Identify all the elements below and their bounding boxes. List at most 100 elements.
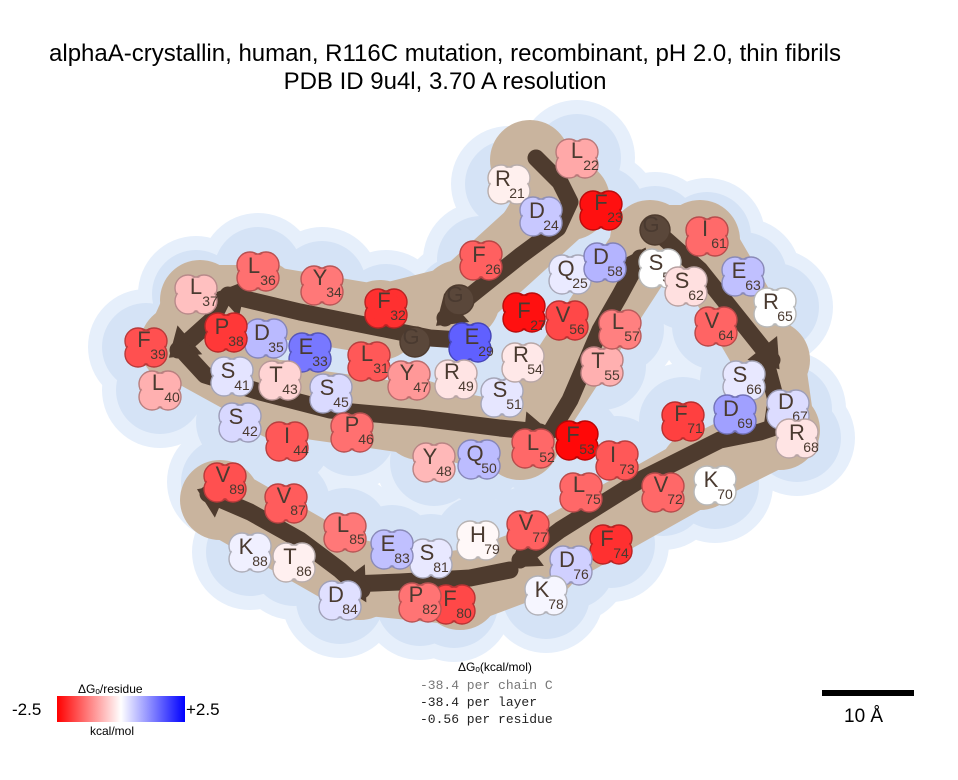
- residue-number: 49: [458, 378, 474, 394]
- residue-number: 69: [737, 415, 753, 431]
- residue-L52: L52: [511, 428, 555, 469]
- residue-number: 78: [548, 596, 564, 612]
- residue-letter: L: [612, 309, 624, 334]
- residue-letter: D: [529, 198, 545, 223]
- residue-L57: L57: [598, 309, 642, 350]
- scale-bar-label: 10 Å: [844, 706, 884, 727]
- residue-letter: L: [152, 370, 164, 395]
- residue-F53: F53: [555, 420, 599, 461]
- residue-letter: V: [654, 472, 669, 497]
- residue-number: 34: [326, 284, 342, 300]
- residue-D69: D69: [713, 394, 757, 435]
- residue-letter: T: [591, 348, 604, 373]
- residue-number: 88: [252, 553, 268, 569]
- residue-S45: S45: [309, 373, 353, 414]
- residue-letter: F: [594, 190, 607, 215]
- residue-Y47: Y47: [387, 360, 431, 401]
- residue-number: 81: [433, 559, 449, 575]
- residue-number: 61: [711, 235, 727, 251]
- residue-D58: D58: [583, 242, 627, 283]
- residue-V56: V56: [545, 300, 589, 341]
- residue-letter: L: [571, 138, 583, 163]
- residue-letter: E: [381, 531, 396, 556]
- residue-F23: F23: [579, 190, 623, 231]
- residue-letter: S: [493, 377, 508, 402]
- residue-letter: K: [704, 467, 719, 492]
- residue-letter: V: [277, 483, 292, 508]
- residue-R49: R49: [434, 359, 478, 400]
- residue-letter: I: [284, 423, 290, 448]
- residue-number: 73: [619, 461, 635, 477]
- energy-per-layer: -38.4 per layer: [420, 695, 538, 710]
- residue-letter: D: [254, 320, 270, 345]
- legend-min-label: -2.5: [12, 700, 42, 719]
- residue-number: 36: [260, 272, 276, 288]
- residue-letter: F: [377, 288, 390, 313]
- residue-K70: K70: [693, 465, 737, 506]
- residue-number: 76: [573, 566, 589, 582]
- residue-number: 44: [293, 442, 309, 458]
- backbone-strand-2: [216, 280, 469, 349]
- residue-L40: L40: [138, 370, 182, 411]
- residue-letter: Y: [423, 444, 438, 469]
- residue-letter: P: [409, 582, 424, 607]
- residue-number: 53: [579, 441, 595, 457]
- color-legend: ΔGₒ/residue -2.5 +2.5 kcal/mol: [0, 680, 240, 740]
- residue-G28: G: [443, 282, 475, 316]
- residue-V77: V77: [506, 510, 550, 551]
- title-line-2: PDB ID 9u4l, 3.70 A resolution: [283, 68, 607, 95]
- residue-F71: F71: [661, 401, 705, 442]
- residue-letter: L: [190, 274, 202, 299]
- residue-number: 43: [282, 381, 298, 397]
- residue-letter: R: [789, 420, 805, 445]
- residue-number: 24: [543, 217, 559, 233]
- residue-layer: R21L22F23D24Q25F26F27GE29GL31F32E33Y34D3…: [124, 138, 819, 625]
- residue-letter: V: [556, 302, 571, 327]
- residue-G30: G: [399, 324, 431, 358]
- residue-letter: F: [600, 526, 613, 551]
- residue-letter: S: [320, 375, 335, 400]
- residue-L31: L31: [347, 341, 391, 382]
- legend-unit: kcal/mol: [90, 724, 135, 738]
- residue-number: 27: [530, 317, 546, 333]
- residue-F39: F39: [124, 327, 168, 368]
- residue-letter: F: [443, 586, 456, 611]
- residue-letter: P: [215, 314, 230, 339]
- residue-F27: F27: [502, 292, 546, 333]
- residue-letter: V: [705, 308, 720, 333]
- residue-L85: L85: [323, 512, 367, 553]
- residue-number: 29: [478, 343, 494, 359]
- residue-letter: K: [535, 577, 550, 602]
- residue-letter: E: [299, 334, 314, 359]
- residue-number: 46: [358, 431, 374, 447]
- residue-letter: E: [465, 324, 480, 349]
- residue-number: 85: [349, 531, 365, 547]
- residue-number: 22: [583, 157, 599, 173]
- residue-number: 65: [777, 308, 793, 324]
- residue-S66: S66: [722, 360, 766, 401]
- residue-number: 25: [572, 275, 588, 291]
- residue-letter: S: [649, 250, 664, 275]
- residue-P82: P82: [398, 582, 442, 623]
- residue-E63: E63: [721, 256, 765, 297]
- residue-number: 64: [718, 327, 734, 343]
- residue-number: 51: [506, 396, 522, 412]
- residue-letter: S: [221, 358, 236, 383]
- energy-heading: ΔGₒ(kcal/mol): [458, 660, 532, 674]
- legend-heading: ΔGₒ/residue: [78, 682, 143, 696]
- residue-Q50: Q50: [457, 439, 501, 480]
- residue-number: 23: [607, 209, 623, 225]
- residue-I61: I61: [685, 216, 729, 257]
- residue-number: 66: [746, 381, 762, 397]
- residue-number: 87: [290, 502, 306, 518]
- residue-number: 57: [624, 328, 640, 344]
- residue-E29: E29: [448, 322, 494, 363]
- residue-Y34: Y34: [300, 265, 344, 306]
- residue-V87: V87: [264, 483, 308, 524]
- residue-letter: S: [675, 268, 690, 293]
- residue-letter: F: [566, 422, 579, 447]
- residue-letter: D: [778, 389, 794, 414]
- residue-R68: R68: [775, 418, 819, 459]
- residue-I44: I44: [265, 421, 309, 462]
- scale-bar-line: [822, 690, 914, 696]
